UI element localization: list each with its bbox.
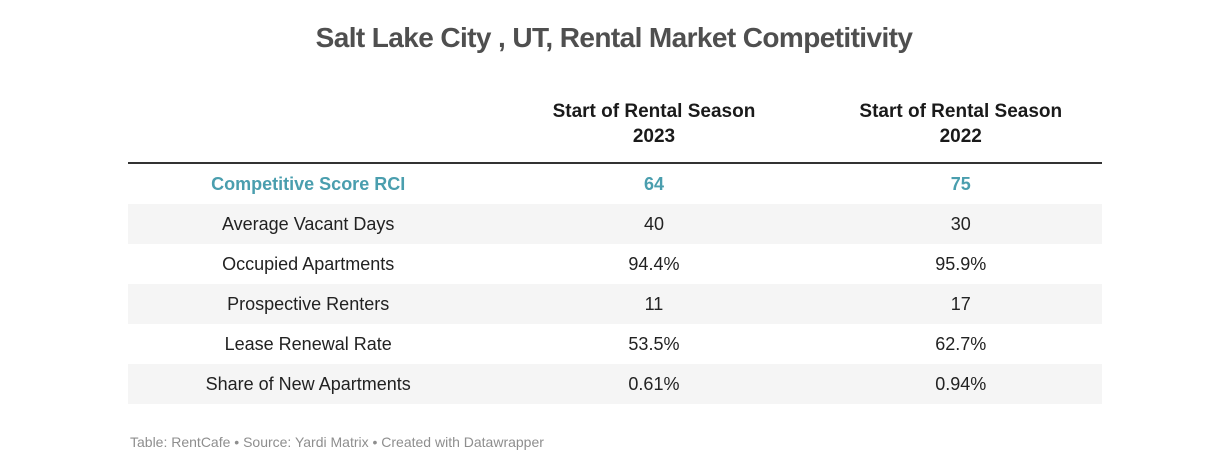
row-value-2023: 94.4% <box>628 253 680 274</box>
row-label: Share of New Apartments <box>205 373 411 394</box>
row-value-2022: 0.94% <box>935 373 987 394</box>
row-label: Competitive Score RCI <box>211 173 406 194</box>
table-row: Lease Renewal Rate 53.5% 62.7% <box>128 324 1102 364</box>
table-header-row: Start of Rental Season 2023 Start of Ren… <box>128 55 1102 164</box>
column-header-2022-line1: Start of Rental Season <box>859 101 1063 122</box>
data-table: Start of Rental Season 2023 Start of Ren… <box>128 55 1102 404</box>
table-row: Occupied Apartments 94.4% 95.9% <box>128 244 1102 284</box>
row-value-2022: 62.7% <box>935 333 987 354</box>
row-value-2023: 0.61% <box>628 373 680 394</box>
row-value-2023: 40 <box>643 213 664 234</box>
row-label: Prospective Renters <box>227 293 390 314</box>
table-row: Average Vacant Days 40 30 <box>128 204 1102 244</box>
row-value-2023: 53.5% <box>628 333 680 354</box>
row-value-2022: 30 <box>950 213 971 234</box>
column-header-2023-line1: Start of Rental Season <box>552 101 756 122</box>
row-value-2022: 75 <box>950 173 971 194</box>
table-row: Share of New Apartments 0.61% 0.94% <box>128 364 1102 404</box>
table-row: Competitive Score RCI 64 75 <box>128 164 1102 204</box>
chart-title: Salt Lake City , UT, Rental Market Compe… <box>315 22 913 53</box>
column-header-blank <box>128 99 488 149</box>
column-header-2022-line2: 2022 <box>939 126 982 147</box>
row-value-2022: 17 <box>950 293 971 314</box>
row-label: Lease Renewal Rate <box>224 333 392 354</box>
row-value-2023: 64 <box>643 173 664 194</box>
table-row: Prospective Renters 11 17 <box>128 284 1102 324</box>
row-value-2023: 11 <box>644 293 664 314</box>
row-value-2022: 95.9% <box>935 253 987 274</box>
column-header-2023-line2: 2023 <box>632 126 676 147</box>
column-header-2022: Start of Rental Season 2022 <box>820 99 1102 149</box>
row-label: Average Vacant Days <box>221 213 395 234</box>
row-label: Occupied Apartments <box>222 253 395 274</box>
attribution-footer: Table: RentCafe • Source: Yardi Matrix •… <box>130 434 544 450</box>
column-header-2023: Start of Rental Season 2023 <box>488 99 819 149</box>
